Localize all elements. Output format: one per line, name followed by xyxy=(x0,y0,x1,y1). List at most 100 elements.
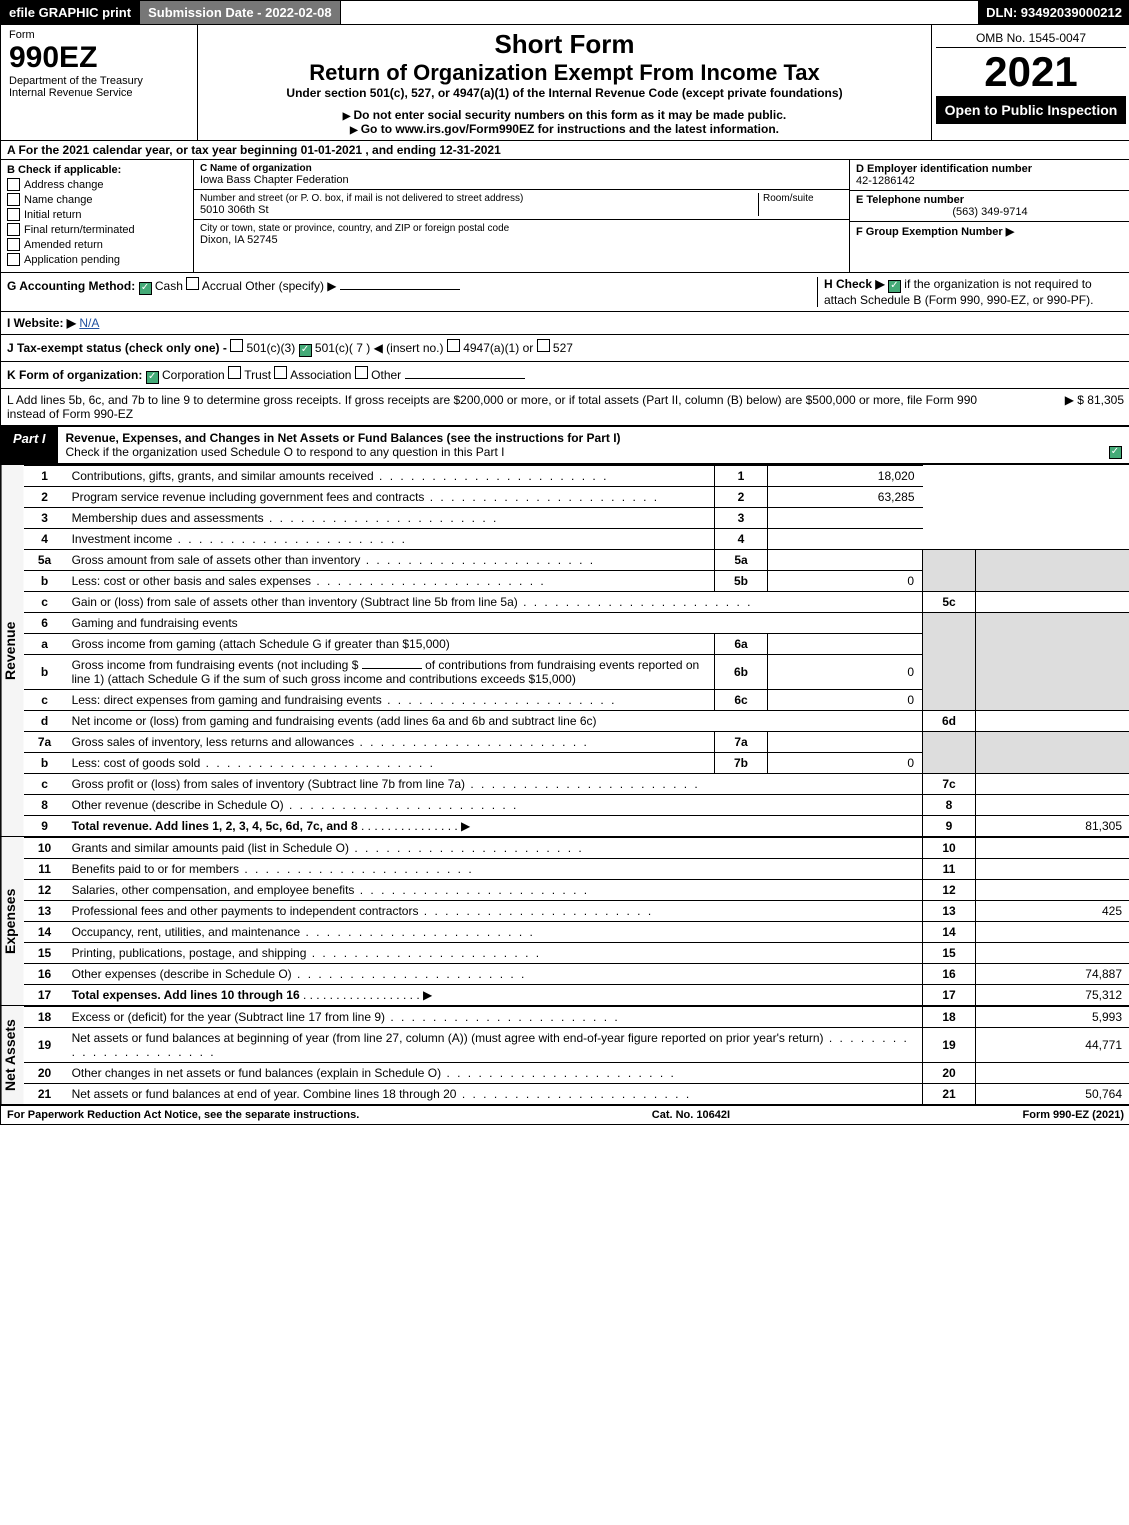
cb-4947[interactable] xyxy=(447,339,460,352)
revenue-table: 1Contributions, gifts, grants, and simil… xyxy=(24,465,1129,836)
irs-label: Internal Revenue Service xyxy=(9,87,189,99)
lbl-address: Address change xyxy=(24,179,104,191)
form-container: efile GRAPHIC print Submission Date - 20… xyxy=(0,0,1129,1125)
cb-corp[interactable] xyxy=(146,371,159,384)
line-10: 10Grants and similar amounts paid (list … xyxy=(24,838,1129,859)
lbl-final: Final return/terminated xyxy=(24,224,135,236)
form-header: Form 990EZ Department of the Treasury In… xyxy=(1,24,1129,140)
line-a: A For the 2021 calendar year, or tax yea… xyxy=(1,140,1129,159)
line-6: 6Gaming and fundraising events xyxy=(24,613,1129,634)
cb-initial[interactable] xyxy=(7,208,20,221)
vlabel-expenses: Expenses xyxy=(1,837,24,1005)
room-lbl: Room/suite xyxy=(758,193,843,216)
e-lbl: E Telephone number xyxy=(856,194,1124,206)
line-15: 15Printing, publications, postage, and s… xyxy=(24,943,1129,964)
lbl-cash: Cash xyxy=(155,279,183,293)
expenses-section: Expenses 10Grants and similar amounts pa… xyxy=(1,836,1129,1005)
warning-ssn: Do not enter social security numbers on … xyxy=(202,108,927,122)
cb-final[interactable] xyxy=(7,223,20,236)
goto-link[interactable]: Go to www.irs.gov/Form990EZ for instruct… xyxy=(202,122,927,136)
line-7a: 7aGross sales of inventory, less returns… xyxy=(24,732,1129,753)
cb-501c[interactable] xyxy=(299,344,312,357)
line-5c: cGain or (loss) from sale of assets othe… xyxy=(24,592,1129,613)
footer-right: Form 990-EZ (2021) xyxy=(1023,1109,1124,1121)
line-2: 2Program service revenue including gover… xyxy=(24,487,1129,508)
line-9: 9Total revenue. Add lines 1, 2, 3, 4, 5c… xyxy=(24,816,1129,837)
part1-check: Check if the organization used Schedule … xyxy=(66,445,505,459)
lbl-other-org: Other xyxy=(371,368,401,382)
lbl-501c: 501(c)( 7 ) ◀ (insert no.) xyxy=(315,341,444,355)
open-public-badge: Open to Public Inspection xyxy=(936,96,1126,124)
netassets-section: Net Assets 18Excess or (deficit) for the… xyxy=(1,1005,1129,1104)
cb-assoc[interactable] xyxy=(274,366,287,379)
form-number: 990EZ xyxy=(9,41,189,75)
row-k: K Form of organization: Corporation Trus… xyxy=(1,361,1129,388)
cb-part1-schedo[interactable] xyxy=(1109,446,1122,459)
other-method-line xyxy=(340,289,460,290)
i-lbl: I Website: ▶ xyxy=(7,316,76,330)
line-13: 13Professional fees and other payments t… xyxy=(24,901,1129,922)
j-lbl: J Tax-exempt status (check only one) - xyxy=(7,341,227,355)
phone: (563) 349-9714 xyxy=(856,206,1124,218)
line-18: 18Excess or (deficit) for the year (Subt… xyxy=(24,1007,1129,1028)
d-lbl: D Employer identification number xyxy=(856,163,1124,175)
cb-app[interactable] xyxy=(7,253,20,266)
line-16: 16Other expenses (describe in Schedule O… xyxy=(24,964,1129,985)
line-14: 14Occupancy, rent, utilities, and mainte… xyxy=(24,922,1129,943)
lbl-4947: 4947(a)(1) or xyxy=(463,341,533,355)
street-lbl: Number and street (or P. O. box, if mail… xyxy=(200,193,758,204)
cb-accrual[interactable] xyxy=(186,277,199,290)
street: 5010 306th St xyxy=(200,204,758,216)
l-txt: L Add lines 5b, 6c, and 7b to line 9 to … xyxy=(7,393,1004,421)
cb-other-org[interactable] xyxy=(355,366,368,379)
line-5a: 5aGross amount from sale of assets other… xyxy=(24,550,1129,571)
cb-h[interactable] xyxy=(888,280,901,293)
row-j: J Tax-exempt status (check only one) - 5… xyxy=(1,334,1129,361)
cb-name[interactable] xyxy=(7,193,20,206)
city: Dixon, IA 52745 xyxy=(200,234,843,246)
cb-trust[interactable] xyxy=(228,366,241,379)
lbl-527: 527 xyxy=(553,341,573,355)
part1-label: Part I xyxy=(1,427,58,463)
line-4: 4Investment income4 xyxy=(24,529,1129,550)
city-lbl: City or town, state or province, country… xyxy=(200,223,843,234)
line-7c: cGross profit or (loss) from sales of in… xyxy=(24,774,1129,795)
cb-cash[interactable] xyxy=(139,282,152,295)
netassets-table: 18Excess or (deficit) for the year (Subt… xyxy=(24,1006,1129,1104)
section-bcdef: B Check if applicable: Address change Na… xyxy=(1,159,1129,272)
part1-header: Part I Revenue, Expenses, and Changes in… xyxy=(1,425,1129,464)
cb-address[interactable] xyxy=(7,178,20,191)
lbl-assoc: Association xyxy=(290,368,351,382)
col-c: C Name of organization Iowa Bass Chapter… xyxy=(194,160,849,272)
subtitle: Under section 501(c), 527, or 4947(a)(1)… xyxy=(202,86,927,100)
footer-left: For Paperwork Reduction Act Notice, see … xyxy=(7,1109,359,1121)
col-b: B Check if applicable: Address change Na… xyxy=(1,160,194,272)
dept-treasury: Department of the Treasury xyxy=(9,75,189,87)
lbl-initial: Initial return xyxy=(24,209,81,221)
g-lbl: G Accounting Method: xyxy=(7,279,135,293)
org-name: Iowa Bass Chapter Federation xyxy=(200,174,843,186)
cb-527[interactable] xyxy=(537,339,550,352)
expenses-table: 10Grants and similar amounts paid (list … xyxy=(24,837,1129,1005)
k-lbl: K Form of organization: xyxy=(7,368,142,382)
vlabel-net: Net Assets xyxy=(1,1006,24,1104)
line-6d: dNet income or (loss) from gaming and fu… xyxy=(24,711,1129,732)
line-8: 8Other revenue (describe in Schedule O)8 xyxy=(24,795,1129,816)
line-21: 21Net assets or fund balances at end of … xyxy=(24,1084,1129,1105)
cb-amended[interactable] xyxy=(7,238,20,251)
line-3: 3Membership dues and assessments3 xyxy=(24,508,1129,529)
efile-print[interactable]: efile GRAPHIC print xyxy=(1,1,140,24)
b-label: B Check if applicable: xyxy=(7,164,187,176)
vlabel-revenue: Revenue xyxy=(1,465,24,836)
cb-501c3[interactable] xyxy=(230,339,243,352)
website-link[interactable]: N/A xyxy=(79,316,99,330)
lbl-corp: Corporation xyxy=(162,368,225,382)
other-org-line xyxy=(405,378,525,379)
title-short: Short Form xyxy=(202,29,927,60)
lbl-501c3: 501(c)(3) xyxy=(247,341,296,355)
revenue-section: Revenue 1Contributions, gifts, grants, a… xyxy=(1,464,1129,836)
row-i: I Website: ▶ N/A xyxy=(1,311,1129,334)
row-gh: G Accounting Method: Cash Accrual Other … xyxy=(1,272,1129,311)
line-12: 12Salaries, other compensation, and empl… xyxy=(24,880,1129,901)
lbl-name: Name change xyxy=(24,194,93,206)
